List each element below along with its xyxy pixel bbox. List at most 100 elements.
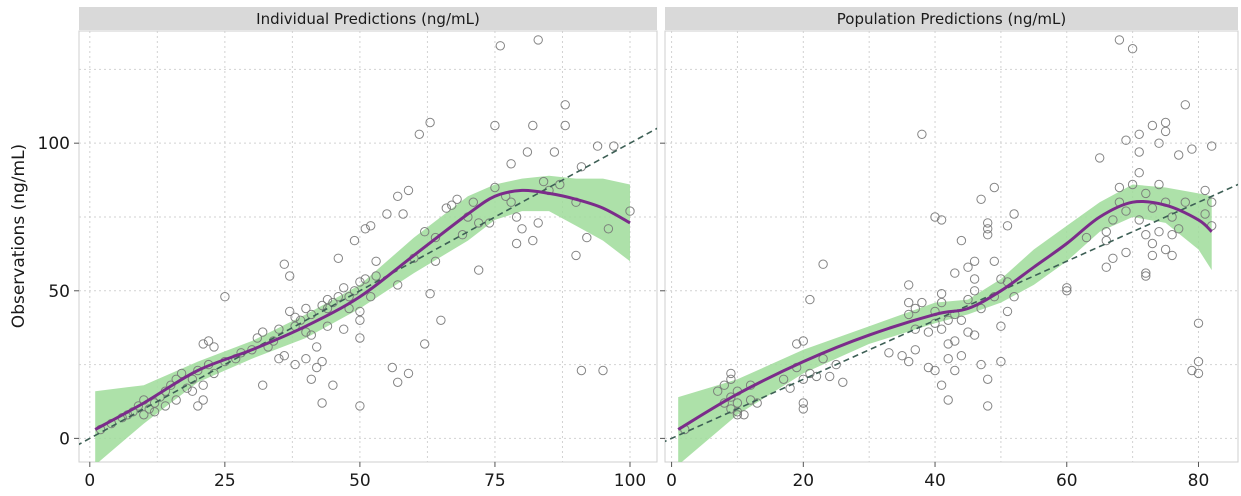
data-point bbox=[1207, 197, 1217, 207]
data-point bbox=[171, 395, 181, 405]
data-point bbox=[726, 404, 736, 414]
data-point bbox=[209, 342, 219, 352]
data-point bbox=[511, 212, 522, 222]
data-point bbox=[312, 362, 322, 373]
panel-strip bbox=[665, 7, 1238, 30]
data-point bbox=[301, 303, 311, 314]
data-point bbox=[989, 256, 999, 266]
data-point bbox=[1200, 185, 1210, 196]
data-point bbox=[333, 253, 343, 263]
data-point bbox=[1154, 138, 1164, 148]
data-point bbox=[969, 274, 980, 284]
data-point bbox=[930, 318, 940, 328]
x-tick-label: 0 bbox=[84, 471, 95, 491]
data-point bbox=[745, 395, 756, 405]
data-point bbox=[943, 354, 953, 364]
data-point bbox=[355, 306, 365, 317]
data-point bbox=[403, 185, 414, 196]
data-point bbox=[582, 232, 592, 243]
data-point bbox=[1160, 244, 1171, 255]
data-point bbox=[328, 297, 338, 308]
data-point bbox=[1134, 129, 1144, 140]
data-point bbox=[805, 294, 815, 305]
data-point bbox=[247, 345, 257, 355]
data-point bbox=[306, 330, 316, 340]
data-point bbox=[798, 398, 808, 408]
data-point bbox=[1101, 227, 1112, 237]
data-point bbox=[393, 191, 403, 202]
data-point bbox=[897, 351, 907, 361]
data-point bbox=[963, 327, 973, 337]
data-point bbox=[943, 315, 953, 325]
data-point bbox=[976, 359, 986, 370]
data-point bbox=[1062, 286, 1072, 296]
data-point bbox=[355, 401, 365, 411]
data-point bbox=[976, 303, 986, 314]
data-point bbox=[506, 197, 516, 207]
data-point bbox=[506, 159, 516, 169]
data-point bbox=[1101, 262, 1112, 272]
data-point bbox=[187, 374, 198, 384]
data-point bbox=[339, 324, 349, 334]
data-point bbox=[983, 401, 993, 411]
data-point bbox=[831, 359, 841, 370]
data-point bbox=[430, 256, 441, 266]
data-point bbox=[969, 256, 980, 266]
data-point bbox=[1121, 135, 1131, 145]
data-point bbox=[306, 374, 316, 384]
data-point bbox=[312, 342, 322, 352]
data-point bbox=[333, 292, 343, 302]
y-tick-label: 0 bbox=[59, 429, 70, 449]
data-point bbox=[371, 271, 381, 281]
data-point bbox=[160, 401, 171, 411]
data-point bbox=[193, 401, 203, 411]
x-tick-label: 60 bbox=[1056, 471, 1078, 491]
data-point bbox=[798, 336, 808, 346]
data-point bbox=[1180, 197, 1191, 207]
data-point bbox=[1114, 35, 1125, 45]
data-point bbox=[1174, 224, 1184, 234]
identity-line bbox=[79, 127, 657, 446]
panel-title: Population Predictions (ng/mL) bbox=[837, 10, 1066, 28]
data-point bbox=[936, 380, 947, 390]
data-point bbox=[811, 371, 822, 382]
data-point bbox=[838, 377, 848, 387]
data-point bbox=[560, 100, 570, 110]
data-point bbox=[149, 407, 160, 417]
data-point bbox=[279, 259, 289, 269]
data-point bbox=[528, 120, 538, 131]
data-point bbox=[533, 218, 543, 228]
data-point bbox=[447, 200, 457, 210]
y-tick-label: 50 bbox=[48, 282, 70, 302]
data-point bbox=[403, 368, 414, 379]
data-point bbox=[1134, 215, 1144, 225]
data-point bbox=[144, 404, 154, 414]
x-tick-label: 75 bbox=[484, 471, 506, 491]
data-point bbox=[983, 374, 993, 384]
data-point bbox=[474, 265, 484, 275]
data-point bbox=[1147, 120, 1158, 131]
data-point bbox=[603, 224, 614, 234]
data-point bbox=[818, 259, 828, 269]
data-point bbox=[490, 182, 500, 193]
data-point bbox=[366, 292, 376, 302]
data-point bbox=[825, 371, 835, 382]
data-point bbox=[398, 209, 408, 219]
data-point bbox=[301, 327, 311, 337]
data-point bbox=[752, 398, 762, 408]
data-point bbox=[517, 224, 527, 234]
data-point bbox=[1154, 179, 1164, 190]
data-point bbox=[317, 300, 327, 311]
data-point bbox=[1187, 144, 1197, 154]
data-point bbox=[1141, 271, 1151, 281]
data-point bbox=[943, 339, 953, 349]
plot-area bbox=[665, 31, 1238, 462]
data-point bbox=[274, 324, 284, 334]
data-point bbox=[1095, 153, 1105, 163]
data-point bbox=[176, 368, 187, 379]
data-point bbox=[930, 212, 940, 222]
data-point bbox=[1154, 227, 1164, 237]
data-point bbox=[366, 221, 376, 231]
data-point bbox=[457, 230, 468, 240]
